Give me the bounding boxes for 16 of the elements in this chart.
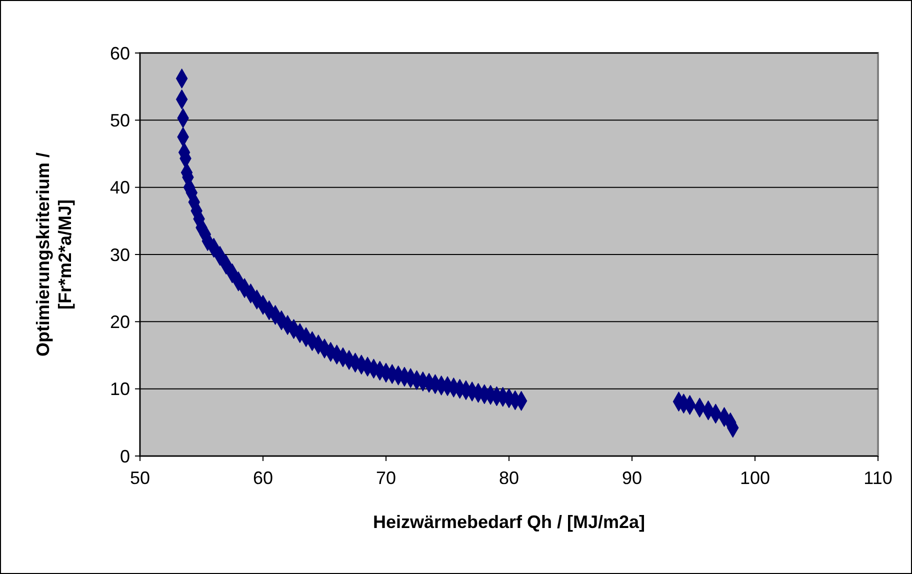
y-tick-label: 50 bbox=[110, 110, 130, 130]
y-axis-title: Optimierungskriterium / [Fr*m2*a/MJ] bbox=[33, 152, 75, 357]
y-tick-label: 20 bbox=[110, 312, 130, 332]
y-tick-label: 60 bbox=[110, 43, 130, 64]
y-tick-label: 0 bbox=[120, 446, 130, 466]
x-tick-label: 110 bbox=[864, 468, 892, 488]
x-tick-label: 100 bbox=[740, 468, 770, 488]
y-tick-label: 10 bbox=[110, 379, 130, 400]
x-tick-label: 80 bbox=[498, 468, 520, 488]
x-tick-label: 60 bbox=[252, 468, 274, 488]
x-tick-label: 70 bbox=[376, 468, 396, 488]
x-tick-label: 90 bbox=[622, 468, 642, 488]
x-axis-title: Heizwärmebedarf Qh / [MJ/m2a] bbox=[372, 512, 646, 532]
x-tick-label: 50 bbox=[130, 468, 150, 488]
y-tick-label: 30 bbox=[110, 244, 130, 265]
y-tick-label: 40 bbox=[110, 178, 130, 198]
